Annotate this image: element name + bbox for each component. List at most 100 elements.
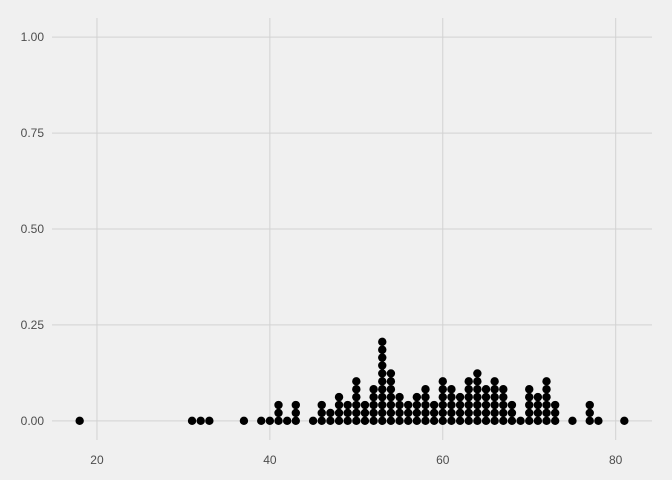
data-dot xyxy=(205,416,214,426)
data-dot xyxy=(447,408,456,418)
data-dot xyxy=(525,400,534,410)
data-dot xyxy=(334,400,344,410)
data-dot xyxy=(620,416,629,426)
data-dot xyxy=(343,400,352,410)
data-dot xyxy=(317,416,326,426)
data-dot xyxy=(352,385,361,394)
data-dot xyxy=(75,416,84,426)
data-dot xyxy=(429,408,439,418)
data-dot xyxy=(395,400,404,410)
data-dot xyxy=(352,400,361,410)
dot-series xyxy=(75,337,629,426)
data-dot xyxy=(499,408,508,418)
data-dot xyxy=(542,400,551,410)
data-dot xyxy=(412,400,422,410)
data-dot xyxy=(499,416,508,426)
data-dot xyxy=(369,408,378,418)
data-dot xyxy=(481,392,491,402)
data-dot xyxy=(429,400,439,410)
data-dot xyxy=(438,400,447,410)
data-dot xyxy=(378,377,387,386)
data-dot xyxy=(507,400,517,410)
data-dot xyxy=(386,408,396,418)
data-dot xyxy=(386,400,396,410)
data-dot xyxy=(378,345,387,354)
data-dot xyxy=(438,385,447,394)
data-dot xyxy=(282,416,292,426)
y-tick-label: 0.50 xyxy=(21,222,45,236)
data-dot xyxy=(395,392,404,402)
data-dot xyxy=(360,400,370,410)
data-dot xyxy=(334,392,344,402)
data-dot xyxy=(516,416,525,426)
data-dot xyxy=(473,377,482,386)
data-dot xyxy=(360,408,370,418)
data-dot xyxy=(386,377,396,386)
data-dot xyxy=(473,416,482,426)
data-dot xyxy=(403,400,413,410)
data-dot xyxy=(525,385,534,394)
data-dot xyxy=(438,408,447,418)
data-dot xyxy=(438,416,447,426)
data-dot xyxy=(352,416,361,426)
data-dot xyxy=(378,353,387,362)
data-dot xyxy=(585,408,594,418)
data-dot xyxy=(369,416,378,426)
data-dot xyxy=(369,392,378,402)
data-dot xyxy=(594,416,603,426)
data-dot xyxy=(386,369,396,378)
x-tick-label: 60 xyxy=(436,453,450,467)
data-dot xyxy=(550,416,560,426)
data-dot xyxy=(274,408,283,418)
data-dot xyxy=(412,408,422,418)
data-dot xyxy=(568,416,577,426)
data-dot xyxy=(386,392,396,402)
data-dot xyxy=(352,392,361,402)
data-dot xyxy=(378,392,387,402)
data-dot xyxy=(550,400,560,410)
data-dot xyxy=(499,385,508,394)
data-dot xyxy=(455,400,465,410)
data-dot xyxy=(438,392,447,402)
data-dot xyxy=(421,385,430,394)
y-axis-ticks: 0.00 0.25 0.50 0.75 1.00 xyxy=(21,30,45,428)
data-dot xyxy=(447,400,456,410)
data-dot xyxy=(196,416,205,426)
data-dot xyxy=(490,408,499,418)
data-dot xyxy=(239,416,249,426)
data-dot xyxy=(550,408,560,418)
grid-lines xyxy=(52,18,652,440)
data-dot xyxy=(352,377,361,386)
data-dot xyxy=(490,416,499,426)
data-dot xyxy=(291,400,301,410)
data-dot xyxy=(326,416,335,426)
data-dot xyxy=(481,400,491,410)
data-dot xyxy=(490,400,499,410)
data-dot xyxy=(455,408,465,418)
data-dot xyxy=(533,416,543,426)
x-tick-label: 20 xyxy=(90,453,104,467)
data-dot xyxy=(490,392,499,402)
data-dot xyxy=(378,400,387,410)
data-dot xyxy=(481,385,491,394)
data-dot xyxy=(585,416,594,426)
data-dot xyxy=(429,416,439,426)
data-dot xyxy=(542,377,551,386)
data-dot xyxy=(533,408,543,418)
data-dot xyxy=(317,408,326,418)
data-dot xyxy=(542,416,551,426)
data-dot xyxy=(378,361,387,370)
data-dot xyxy=(438,377,447,386)
data-dot xyxy=(187,416,197,426)
data-dot xyxy=(326,408,335,418)
data-dot xyxy=(533,392,543,402)
x-axis-ticks: 20 40 60 80 xyxy=(90,453,622,467)
data-dot xyxy=(447,392,456,402)
data-dot xyxy=(334,408,344,418)
data-dot xyxy=(378,369,387,378)
data-dot xyxy=(343,408,352,418)
data-dot xyxy=(525,392,534,402)
y-tick-label: 0.75 xyxy=(21,126,45,140)
data-dot xyxy=(464,377,473,386)
